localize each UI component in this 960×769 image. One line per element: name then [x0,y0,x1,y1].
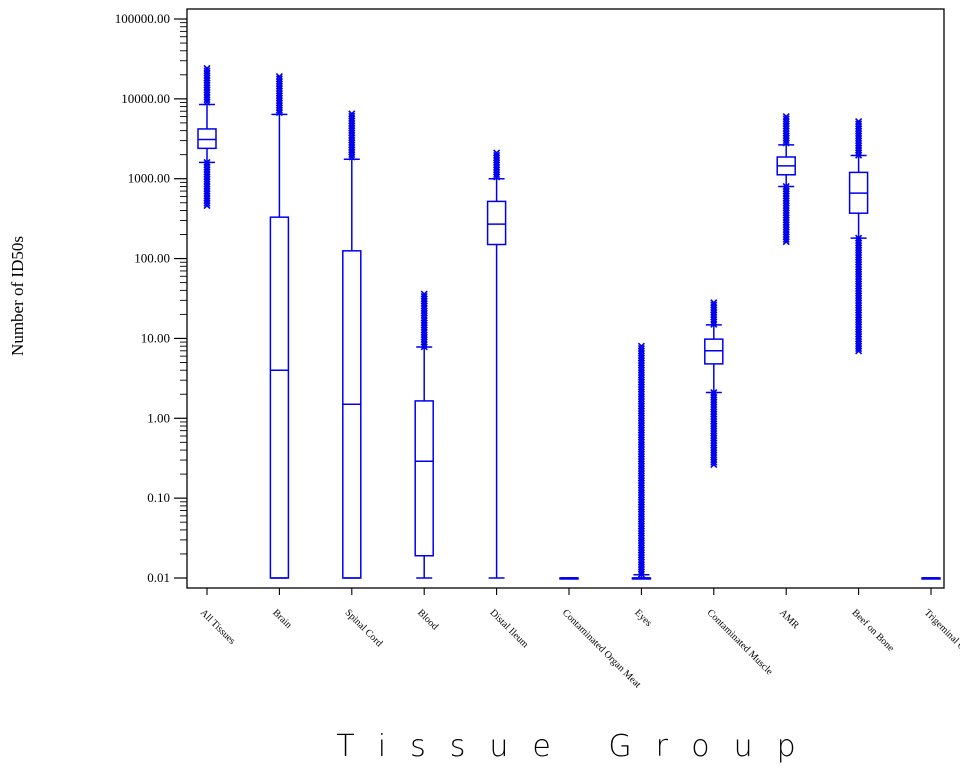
x-tick-label: Contaminated Organ Meat [560,607,643,690]
box-2 [269,73,290,579]
lower-outlier-marker [203,199,211,207]
box-7 [631,342,652,580]
y-tick-label: 0.01 [147,570,170,585]
lower-outlier-marker [782,238,790,246]
x-tick-label: Brain [270,607,293,630]
plot-frame [186,8,945,589]
upper-outlier-marker [637,568,645,576]
x-tick-label: Spinal Cord [343,607,385,649]
x-axis: All Tissues Brain Spinal Cord Blood Distal I… [198,588,960,691]
upper-outlier-marker [855,151,863,159]
box-5 [486,149,507,579]
box-iqr [486,200,507,246]
upper-outlier-marker [710,320,718,328]
upper-outlier-marker [275,109,283,117]
x-tick-label: Blood [415,607,440,632]
x-tick-label: Beef on Bone [849,607,896,654]
box-11 [921,577,941,580]
upper-outlier-marker [782,137,790,145]
upper-outlier-marker [275,106,283,114]
y-tick-label: 10000.00 [121,91,170,106]
lower-outlier-marker [855,345,863,353]
lower-outlier-marker [855,347,863,355]
box-10 [848,117,869,355]
lower-outlier-marker [710,460,718,469]
box-iqr [269,216,290,579]
upper-outlier-marker [855,149,863,157]
x-axis-label: Tissue Group [336,729,819,764]
box-4 [414,290,434,579]
box-6 [559,577,579,580]
upper-outlier-marker [420,340,428,348]
lower-outlier-marker [203,202,211,210]
box-iqr [414,400,434,557]
y-axis-label: Number of ID50s [8,236,27,356]
upper-outlier-marker [637,570,645,578]
box-series [197,64,941,580]
y-tick-label: 1000.00 [128,171,170,186]
box-iqr [342,250,362,579]
x-tick-label: Contaminated Muscle [705,607,775,677]
box-3 [342,110,362,579]
y-tick-label: 10.00 [141,330,170,345]
box-9 [776,113,796,246]
lower-outlier-marker [710,458,718,466]
x-tick-label: Trigeminal Ganglia [922,607,960,670]
upper-outlier-marker [348,151,356,159]
upper-outlier-marker [203,96,211,104]
box-8 [704,299,724,469]
y-tick-label: 100000.00 [115,11,170,26]
upper-outlier-marker [203,98,211,106]
y-axis: 100000.00 10000.00 1000.00 100.00 10.00 1.00 0… [115,11,187,585]
y-tick-label: 100.00 [134,251,170,266]
x-tick-label: Distal Ileum [487,607,530,650]
x-tick-label: Eyes [632,607,654,629]
x-tick-label: AMR [777,607,801,631]
x-tick-label: All Tissues [198,607,237,646]
upper-outlier-marker [348,153,356,161]
y-tick-label: 1.00 [147,410,170,425]
upper-outlier-marker [782,139,790,147]
upper-outlier-marker [493,171,501,179]
upper-outlier-marker [710,318,718,326]
box-1 [197,64,217,210]
y-tick-label: 0.10 [147,490,170,505]
upper-outlier-marker [493,173,501,181]
box-iqr [197,128,217,150]
lower-outlier-marker [782,235,790,243]
upper-outlier-marker [420,343,428,351]
